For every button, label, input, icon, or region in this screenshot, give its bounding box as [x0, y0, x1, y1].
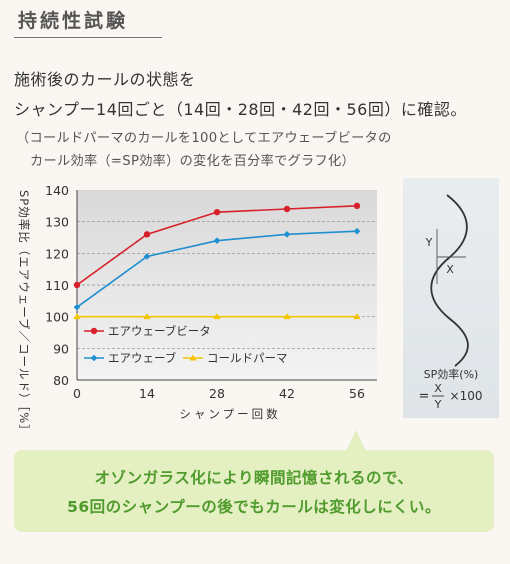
formula-multiplier: ×100: [450, 389, 483, 403]
data-point: [353, 313, 361, 320]
legend-marker: [90, 354, 98, 362]
formula-title: SP効率(%): [424, 367, 479, 381]
y-tick-label: 90: [53, 341, 69, 356]
x-tick-label: 56: [349, 386, 365, 401]
formula-equals: =: [419, 389, 430, 404]
formula-denominator: Y: [434, 398, 442, 411]
data-point: [143, 313, 151, 320]
data-point: [73, 303, 81, 311]
y-tick-label: 140: [45, 183, 69, 198]
legend-label: エアウェーブビータ: [108, 324, 211, 338]
data-point: [283, 231, 291, 238]
intro-line-2: シャンプー14回ごと（14回・28回・42回・56回）に確認。: [14, 100, 467, 119]
callout-pointer: [346, 430, 366, 451]
legend-marker: [90, 327, 98, 335]
data-point: [213, 313, 221, 320]
intro-line-1: 施術後のカールの状態を: [14, 70, 196, 89]
x-axis-label: シャンプー回数: [179, 407, 280, 421]
callout-line-2: 56回のシャンプーの後でもカールは変化しにくい。: [67, 498, 441, 516]
formula-numerator: X: [434, 382, 442, 395]
data-point: [283, 313, 291, 320]
title-underline: [14, 37, 162, 38]
x-tick-label: 0: [73, 386, 81, 401]
conclusion-callout: オゾンガラス化により瞬間記憶されるので、 56回のシャンプーの後でもカールは変化…: [14, 450, 494, 532]
y-tick-label: 100: [45, 310, 69, 325]
y-axis-label: SP効率比（エアウェーブ／コールド）［%］: [17, 190, 31, 437]
legend-label: エアウェーブ: [108, 351, 177, 365]
x-tick-label: 42: [279, 386, 295, 401]
data-point: [73, 313, 81, 320]
x-tick-label: 14: [139, 386, 155, 401]
legend-label: コールドパーマ: [207, 351, 288, 365]
data-point: [143, 231, 151, 238]
data-point: [213, 237, 221, 244]
curl-wave-diagram: [430, 194, 469, 367]
data-point: [283, 205, 291, 213]
note-line-2: カール効率（=SP効率）の変化を百分率でグラフ化）: [30, 154, 355, 169]
y-tick-label: 110: [45, 278, 69, 293]
formula-panel: [403, 178, 499, 418]
y-tick-label: 120: [45, 246, 69, 261]
dimension-x-label: X: [446, 263, 454, 276]
data-point: [73, 281, 81, 289]
data-point: [213, 208, 221, 216]
data-point: [353, 227, 361, 235]
x-tick-label: 28: [209, 386, 225, 401]
note-line-1: （コールドパーマのカールを100としてエアウェーブビータの: [16, 131, 392, 146]
dimension-y-label: Y: [425, 236, 433, 249]
y-tick-label: 80: [53, 373, 69, 388]
data-point: [353, 202, 361, 210]
data-point: [143, 253, 151, 260]
section-title: 持続性試験: [18, 10, 129, 32]
callout-line-1: オゾンガラス化により瞬間記憶されるので、: [94, 469, 414, 487]
y-tick-label: 130: [45, 215, 69, 230]
legend-marker: [189, 354, 197, 361]
